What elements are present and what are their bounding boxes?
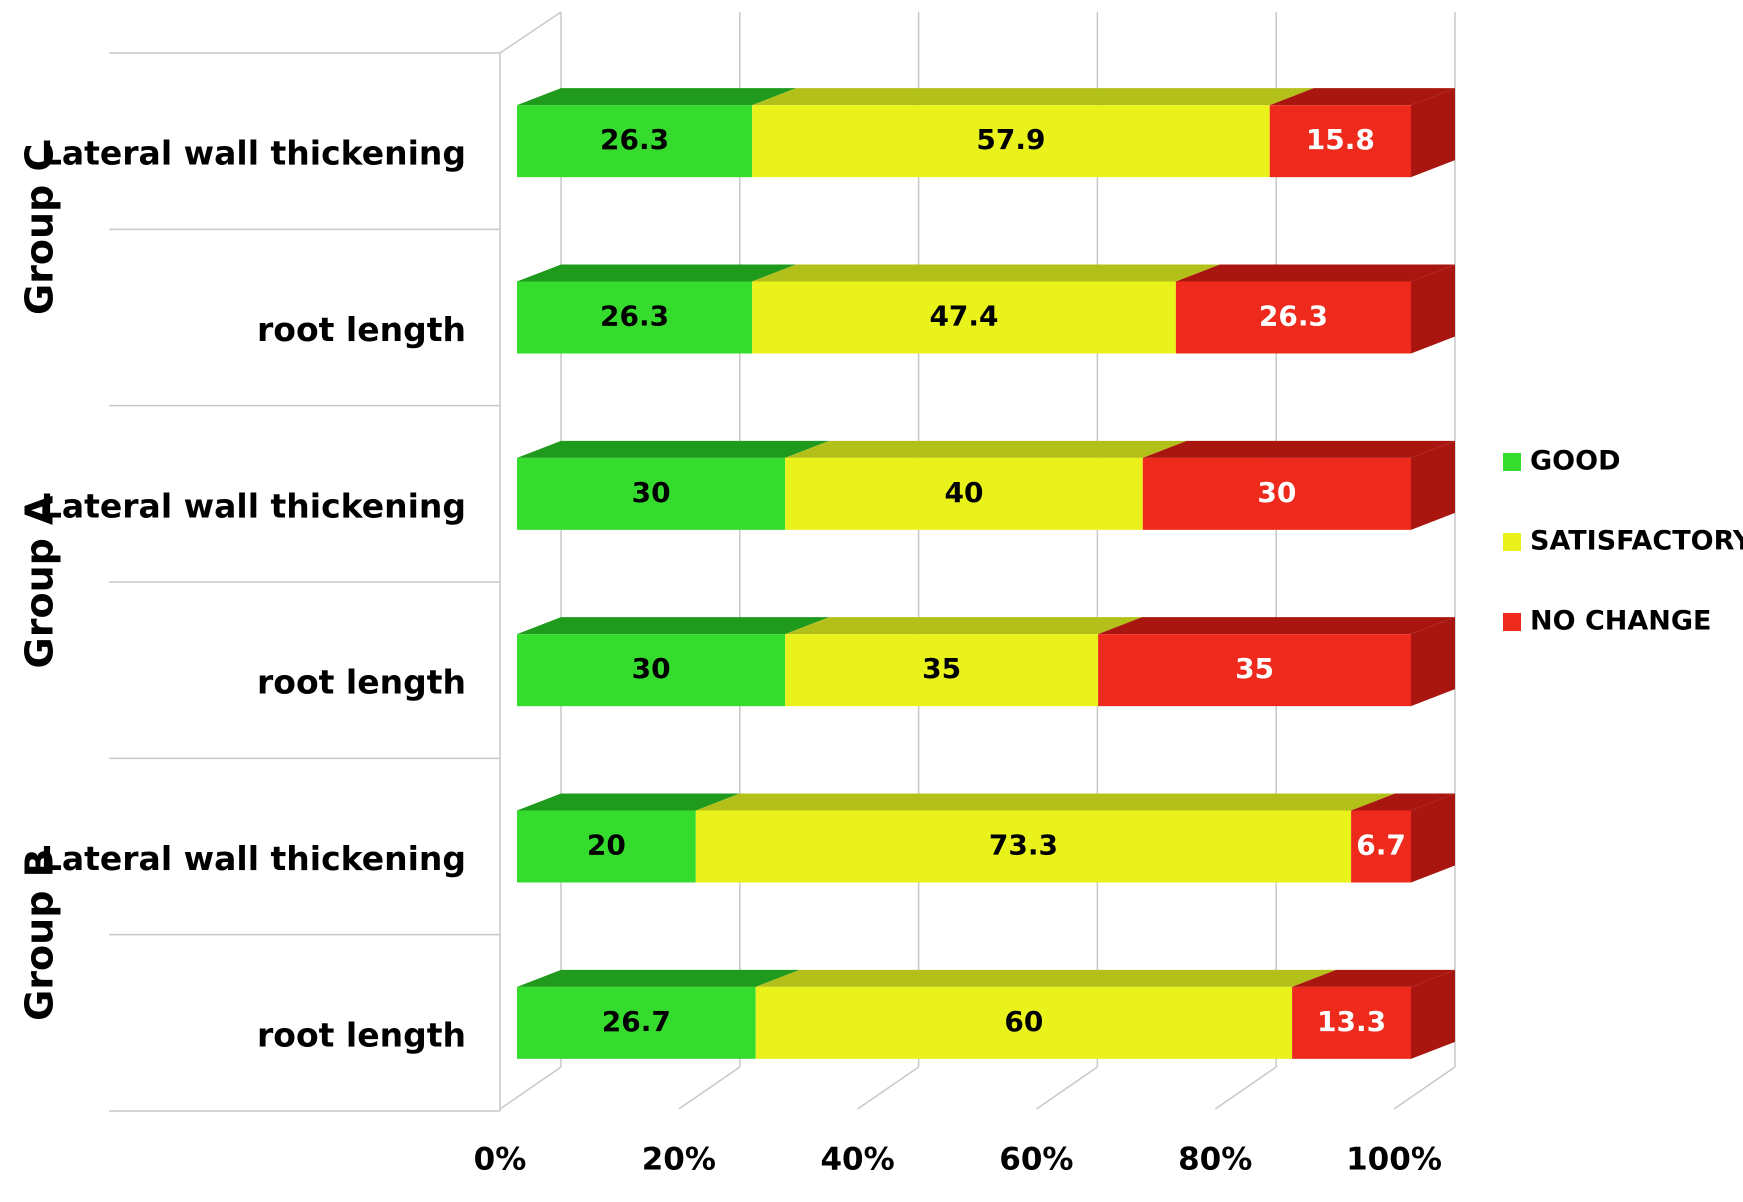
x-tick-label: 100% — [1346, 1142, 1442, 1178]
value-label: 60 — [1004, 1005, 1043, 1038]
bar-top — [517, 88, 797, 106]
x-tick-label: 40% — [820, 1142, 894, 1178]
bar-top — [785, 440, 1187, 458]
bar-side — [1411, 793, 1455, 883]
bar — [517, 281, 753, 354]
bar-top — [517, 793, 740, 811]
bar — [752, 105, 1270, 178]
y-tick-label: root length — [257, 310, 466, 349]
bar — [1098, 634, 1411, 707]
bar-top — [1142, 440, 1455, 458]
floor-grid-line — [1035, 1066, 1098, 1110]
bar — [1175, 281, 1411, 354]
bar — [1269, 105, 1411, 178]
bar — [517, 105, 753, 178]
bar-side — [1411, 440, 1455, 530]
bar-side — [1411, 969, 1455, 1059]
bar-top — [1269, 88, 1455, 106]
floor-grid-line — [678, 1066, 741, 1110]
bar-top — [1098, 617, 1455, 635]
wall-edge — [499, 11, 562, 54]
bar — [785, 457, 1143, 530]
bar — [517, 986, 756, 1059]
bar-top — [517, 440, 830, 458]
bar-top — [1292, 969, 1455, 987]
y-tick-label: root length — [257, 663, 466, 702]
bar-top — [695, 793, 1396, 811]
bar-side — [1411, 264, 1455, 354]
x-tick-label: 0% — [474, 1142, 527, 1178]
value-label: 6.7 — [1356, 829, 1406, 862]
legend-label: NO CHANGE — [1530, 606, 1711, 637]
floor-grid-line — [1393, 1066, 1456, 1110]
bar-top — [517, 969, 800, 987]
bar-top — [1351, 793, 1455, 811]
legend-label: GOOD — [1530, 446, 1620, 477]
value-label: 57.9 — [976, 123, 1045, 156]
value-label: 35 — [922, 652, 961, 685]
x-tick-label: 20% — [642, 1142, 716, 1178]
value-label: 30 — [632, 476, 671, 509]
value-label: 20 — [587, 829, 626, 862]
bar-top — [517, 617, 830, 635]
bar — [1292, 986, 1411, 1059]
bar-top — [517, 264, 797, 282]
bar — [1142, 457, 1411, 530]
value-label: 30 — [1257, 476, 1296, 509]
bar — [755, 986, 1293, 1059]
value-label: 13.3 — [1317, 1005, 1386, 1038]
floor-grid-line — [857, 1066, 920, 1110]
bar-side — [1411, 88, 1455, 178]
bar-side — [1411, 617, 1455, 707]
value-label: 26.3 — [1259, 300, 1328, 333]
bar-top — [785, 617, 1143, 635]
value-label: 40 — [945, 476, 984, 509]
floor-grid-line — [1214, 1066, 1277, 1110]
y-tick-label: Lateral wall thickening — [41, 839, 466, 878]
value-label: 35 — [1235, 652, 1274, 685]
value-label: 47.4 — [929, 300, 998, 333]
group-label: Group A — [18, 495, 62, 669]
bar — [517, 457, 786, 530]
legend-swatch — [1503, 613, 1521, 631]
group-label: Group B — [18, 848, 62, 1020]
value-label: 30 — [632, 652, 671, 685]
value-label: 15.8 — [1306, 123, 1375, 156]
x-tick-label: 60% — [999, 1142, 1073, 1178]
bar — [785, 634, 1099, 707]
bar-top — [755, 969, 1337, 987]
bar — [1351, 810, 1411, 883]
y-tick-label: root length — [257, 1015, 466, 1054]
bar-top — [752, 88, 1314, 106]
value-label: 26.3 — [600, 300, 669, 333]
bar-top — [1175, 264, 1455, 282]
value-label: 73.3 — [989, 829, 1058, 862]
bar — [517, 810, 696, 883]
bar — [695, 810, 1352, 883]
group-label: Group C — [18, 144, 62, 315]
y-tick-label: Lateral wall thickening — [41, 134, 466, 173]
legend-label: SATISFACTORY — [1530, 526, 1743, 557]
x-tick-label: 80% — [1178, 1142, 1252, 1178]
bar-top — [752, 264, 1220, 282]
legend-swatch — [1503, 533, 1521, 551]
floor-grid-line — [499, 1066, 562, 1110]
y-tick-label: Lateral wall thickening — [41, 486, 466, 525]
value-label: 26.7 — [602, 1005, 671, 1038]
bar — [752, 281, 1176, 354]
bar — [517, 634, 786, 707]
legend-swatch — [1503, 453, 1521, 471]
value-label: 26.3 — [600, 123, 669, 156]
